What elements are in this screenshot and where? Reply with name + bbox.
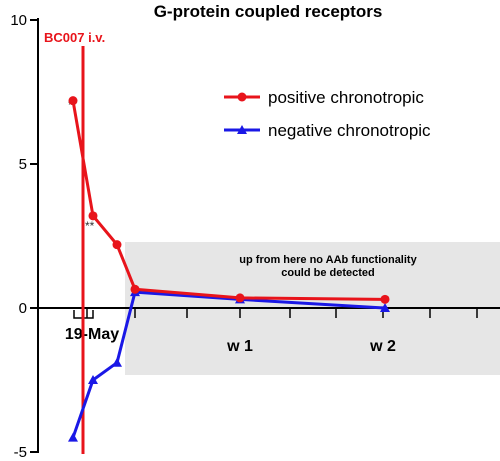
- chart-title: G-protein coupled receptors: [154, 2, 383, 21]
- legend-label-positive: positive chronotropic: [268, 88, 424, 107]
- legend-label-negative: negative chronotropic: [268, 121, 431, 140]
- data-point-negative-5: [380, 303, 390, 312]
- x-ticks: [73, 308, 478, 319]
- data-point-negative-2: [112, 357, 122, 367]
- y-ticks: 10 5 0 -5: [10, 12, 38, 461]
- legend: positive chronotropic negative chronotro…: [224, 88, 431, 140]
- legend-marker-positive: [237, 92, 247, 102]
- data-point-negative-0: [68, 432, 78, 442]
- data-point-positive-4: [235, 293, 245, 303]
- data-point-positive-2: [112, 240, 122, 250]
- x-tick-label-w1: w 1: [226, 338, 253, 355]
- data-point-negative-1: [88, 375, 98, 384]
- significance-mark-1: *: [68, 98, 73, 112]
- data-point-positive-3: [130, 284, 140, 294]
- y-tick-label-5: 5: [19, 156, 27, 173]
- treatment-label: BC007 i.v.: [44, 30, 105, 45]
- x-tick-label-19-may: 19-May: [65, 326, 119, 343]
- series-line-positive: [71, 100, 386, 301]
- series-line-negative: [71, 290, 386, 439]
- y-tick-label-10: 10: [10, 12, 27, 29]
- region-note-line-2: could be detected: [281, 267, 375, 279]
- y-tick-label-0: 0: [19, 300, 27, 317]
- series-positive-chronotropic: [68, 96, 390, 304]
- x-tick-label-w2: w 2: [369, 338, 396, 355]
- region-note-line-1: up from here no AAb functionality: [239, 254, 417, 266]
- legend-marker-negative: [237, 125, 247, 134]
- significance-mark-2: **: [85, 219, 95, 233]
- data-point-positive-5: [380, 294, 390, 304]
- data-point-positive-0: [68, 96, 78, 106]
- y-tick-label-minus-5: -5: [14, 444, 27, 461]
- data-point-positive-1: [88, 211, 98, 221]
